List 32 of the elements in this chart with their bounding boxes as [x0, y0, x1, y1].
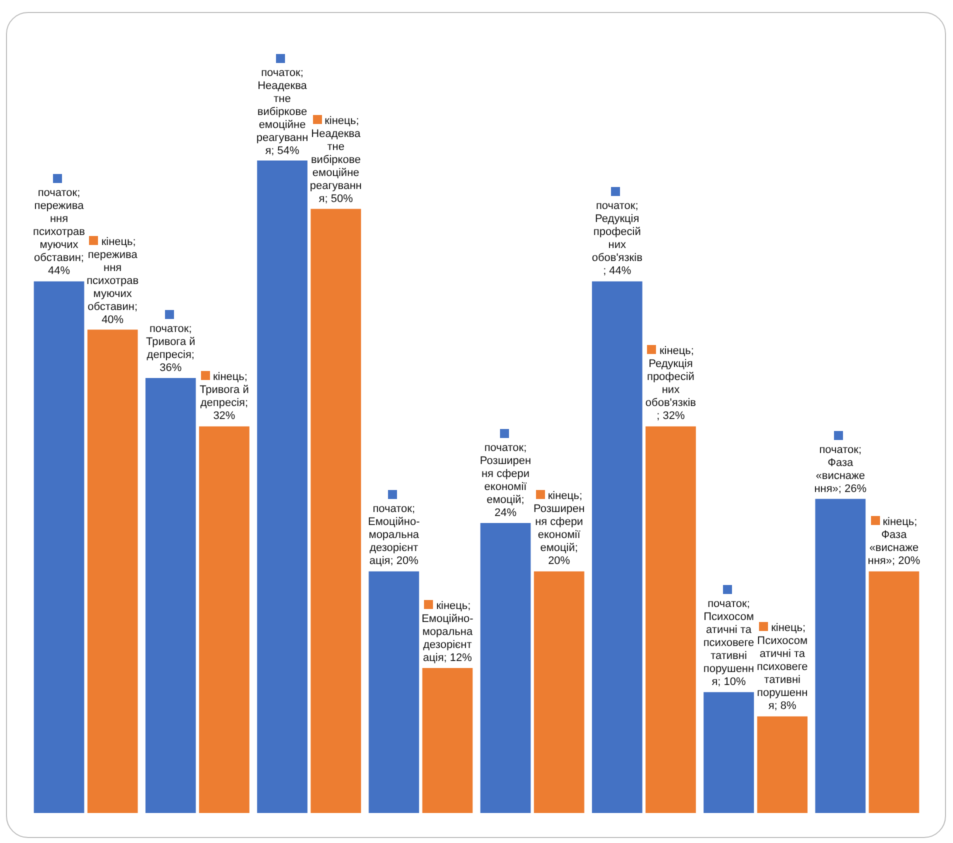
data-label: кінець; переживання психотравмуючих обставин; 40% [86, 236, 139, 327]
bar [480, 523, 531, 813]
data-label: початок; Розширення сфери економії емоцій; 24% [479, 441, 532, 520]
bar [422, 668, 473, 813]
data-label: кінець; Емоційно-моральна дезорієнтація; 12% [421, 600, 474, 665]
data-label: початок; переживання психотравмуючих обставин; 44% [32, 186, 86, 278]
data-label: кінець; Психосоматичні та психовегетативні порушення; 8% [756, 622, 809, 714]
bar [592, 281, 642, 813]
data-label: кінець; Розширення сфери економії емоцій; 20% [532, 490, 586, 568]
data-label: початок; Фаза «виснаження»; 26% [814, 442, 867, 496]
data-label: початок; Тривога й депресія; 36% [144, 322, 196, 375]
bar [199, 426, 250, 813]
data-label: початок; Психосоматичні та психовегетативні порушення; 10% [702, 597, 755, 690]
bar [145, 378, 196, 813]
bar [368, 571, 420, 813]
bar [257, 160, 308, 813]
bar [34, 281, 84, 813]
bar [534, 571, 584, 813]
data-label: початок; Емоційно-моральна дезорієнтація; 20% [368, 502, 420, 568]
bar [646, 426, 696, 813]
bar [704, 692, 754, 813]
bar [815, 498, 866, 813]
data-label: кінець; Тривога й депресія; 32% [198, 371, 250, 424]
bar [87, 330, 138, 813]
data-label: початок; Неадекватне вибіркове емоційне реагування; 54% [256, 66, 308, 158]
bar [868, 571, 920, 813]
data-label: кінець; Неадекватне вибіркове емоційне реагування; 50% [310, 114, 362, 206]
data-label: кінець; Редукція професійних обов'язків; 32% [644, 345, 697, 424]
bar [310, 208, 362, 813]
bar [757, 716, 808, 813]
data-label: кінець; Фаза «виснаження»; 20% [868, 516, 920, 568]
data-label: початок; Редукція професійних обов'язків; 44% [590, 199, 644, 278]
